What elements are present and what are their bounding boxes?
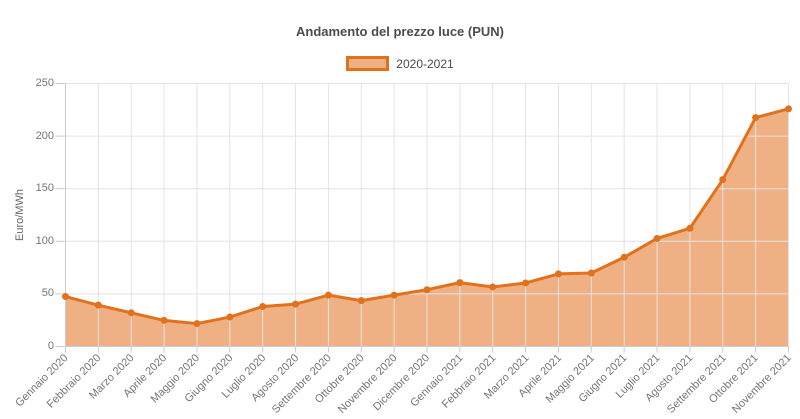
- data-point[interactable]: [522, 279, 530, 287]
- y-tick-label: 250: [35, 77, 54, 89]
- data-point[interactable]: [719, 176, 727, 184]
- legend-swatch-icon: [346, 56, 390, 71]
- area-series[interactable]: [65, 108, 789, 347]
- data-point[interactable]: [226, 313, 234, 321]
- y-tick-label: 0: [47, 340, 54, 352]
- y-tick-label: 200: [35, 129, 54, 142]
- legend-label: 2020-2021: [396, 56, 454, 71]
- data-point[interactable]: [324, 291, 332, 299]
- data-point[interactable]: [653, 234, 661, 242]
- data-point[interactable]: [127, 309, 135, 317]
- data-point[interactable]: [160, 316, 168, 324]
- data-point[interactable]: [785, 105, 792, 113]
- data-point[interactable]: [292, 300, 300, 308]
- data-point[interactable]: [686, 224, 694, 232]
- data-point[interactable]: [752, 114, 760, 122]
- y-tick-label: 50: [41, 287, 54, 300]
- legend-item-2020-2021[interactable]: 2020-2021: [346, 56, 454, 71]
- data-point[interactable]: [390, 291, 398, 299]
- chart-title: Andamento del prezzo luce (PUN): [295, 24, 505, 39]
- y-tick-label: 150: [35, 182, 54, 195]
- data-point[interactable]: [94, 301, 102, 309]
- data-point[interactable]: [554, 270, 562, 278]
- data-point[interactable]: [259, 303, 267, 311]
- data-point[interactable]: [620, 253, 628, 261]
- data-point[interactable]: [193, 320, 201, 328]
- data-point[interactable]: [456, 279, 464, 287]
- data-point[interactable]: [489, 283, 497, 291]
- data-point[interactable]: [357, 297, 365, 305]
- y-tick-label: 100: [35, 234, 54, 247]
- data-point[interactable]: [423, 286, 431, 294]
- data-point[interactable]: [62, 293, 69, 301]
- data-point[interactable]: [587, 269, 595, 277]
- legend: 2020-2021: [0, 56, 800, 71]
